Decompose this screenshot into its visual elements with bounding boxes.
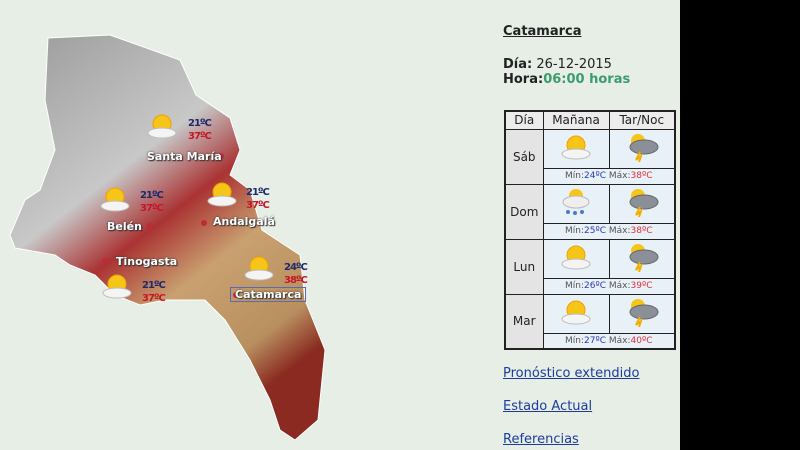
city-min-temp: 21ºC — [140, 190, 164, 201]
city-min-temp: 21ºC — [246, 187, 270, 198]
morning-icon — [542, 128, 610, 169]
city-min-temp: 24ºC — [284, 262, 308, 273]
hour-value: 06:00 horas — [543, 72, 631, 87]
min-temp: 25ºC — [584, 226, 606, 236]
min-temp: 24ºC — [584, 171, 606, 181]
sun-cloud-icon — [145, 112, 179, 140]
province-map — [9, 34, 326, 441]
city-max-temp: 37ºC — [188, 131, 212, 142]
header-morning: Mañana — [542, 110, 610, 130]
city-label[interactable]: Catamarca — [230, 287, 307, 302]
city-label[interactable]: Tinogasta — [116, 255, 178, 268]
max-label: Máx: — [606, 281, 631, 291]
min-temp: 27ºC — [584, 335, 606, 346]
page: 21ºC 37ºC Santa María 21ºC 37ºC Belén 21… — [0, 0, 680, 450]
day-label: Día: — [503, 57, 533, 72]
city-marker[interactable] — [233, 292, 239, 298]
storm-icon — [608, 128, 676, 169]
max-label: Máx: — [606, 335, 631, 346]
morning-icon — [542, 293, 610, 334]
morning-icon — [542, 183, 610, 224]
city-max-temp: 37ºC — [142, 293, 166, 304]
max-label: Máx: — [606, 226, 631, 236]
sun-cloud-icon — [98, 185, 132, 213]
current-state-link[interactable]: Estado Actual — [503, 399, 593, 414]
max-temp: 38ºC — [630, 171, 653, 181]
city-marker[interactable] — [218, 153, 224, 159]
table-header: Día Mañana Tar/Noc — [504, 110, 676, 130]
min-max-cell: Mín:25ºC Máx:38ºC — [542, 222, 676, 240]
city-marker[interactable] — [102, 258, 108, 264]
max-temp: 40ºC — [630, 335, 653, 346]
max-temp: 38ºC — [630, 226, 653, 236]
forecast-table: Día Mañana Tar/Noc Sáb Mín:24ºC Máx:38ºC… — [504, 110, 676, 350]
temp-row: Mín:25ºC Máx:38ºC — [505, 222, 676, 240]
city-max-temp: 37ºC — [246, 200, 270, 211]
min-temp: 26ºC — [584, 281, 606, 291]
min-label: Mín: — [565, 281, 585, 291]
city-min-temp: 21ºC — [188, 118, 212, 129]
min-max-cell: Mín:24ºC Máx:38ºC — [542, 167, 676, 185]
min-label: Mín: — [565, 335, 585, 346]
min-max-cell: Mín:27ºC Máx:40ºC — [542, 332, 676, 350]
min-label: Mín: — [565, 171, 585, 181]
header-afternoon: Tar/Noc — [608, 110, 676, 130]
hour-label: Hora: — [503, 72, 544, 87]
references-link[interactable]: Referencias — [503, 432, 579, 447]
day-cell: Dom — [504, 183, 544, 240]
header-day: Día — [504, 110, 544, 130]
max-temp: 39ºC — [630, 281, 653, 291]
city-marker[interactable] — [147, 223, 153, 229]
temp-row: Mín:26ºC Máx:39ºC — [505, 277, 676, 295]
day-cell: Lun — [504, 238, 544, 295]
day-cell: Mar — [504, 293, 544, 350]
max-label: Máx: — [606, 171, 631, 181]
city-max-temp: 37ºC — [140, 203, 164, 214]
storm-icon — [608, 238, 676, 279]
table-row: Dom — [504, 183, 676, 240]
city-label[interactable]: Andalgalá — [213, 215, 275, 228]
sun-cloud-icon — [205, 180, 239, 208]
morning-icon — [542, 238, 610, 279]
city-marker[interactable] — [201, 220, 207, 226]
date-value: 26-12-2015 — [532, 57, 612, 72]
min-max-cell: Mín:26ºC Máx:39ºC — [542, 277, 676, 295]
storm-icon — [608, 183, 676, 224]
city-max-temp: 38ºC — [284, 275, 308, 286]
min-label: Mín: — [565, 226, 585, 236]
sidebar: Catamarca Día: 26-12-2015 Hora:06:00 hor… — [503, 24, 678, 87]
location-title: Catamarca — [503, 24, 582, 39]
sun-cloud-icon — [242, 254, 276, 282]
city-label[interactable]: Santa María — [147, 150, 222, 163]
table-row: Sáb — [504, 128, 676, 185]
storm-icon — [608, 293, 676, 334]
extended-forecast-link[interactable]: Pronóstico extendido — [503, 366, 640, 381]
city-label[interactable]: Belén — [107, 220, 142, 233]
temp-row: Mín:27ºC Máx:40ºC — [505, 332, 676, 350]
sun-cloud-icon — [100, 272, 134, 300]
city-min-temp: 21ºC — [142, 280, 166, 291]
table-row: Lun — [504, 238, 676, 295]
table-row: Mar — [504, 293, 676, 350]
day-cell: Sáb — [504, 128, 544, 185]
